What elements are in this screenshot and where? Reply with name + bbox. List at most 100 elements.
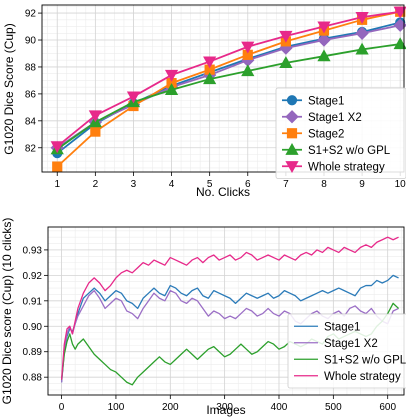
x-tick-label: 5	[207, 179, 213, 190]
legend-label: Whole strategy	[324, 371, 401, 383]
x-tick-label: 6	[245, 179, 251, 190]
data-point-s1-s2-w-o-gpl	[355, 42, 369, 55]
legend-label: Whole strategy	[308, 161, 385, 173]
legend-label: S1+S2 w/o GPL	[324, 354, 406, 366]
x-tick-label: 7	[283, 179, 289, 190]
legend-marker	[285, 161, 299, 174]
legend-label: S1+S2 w/o GPL	[308, 145, 391, 157]
series-line-stage2	[56, 10, 401, 168]
legend-marker	[286, 128, 298, 139]
legend-label: Stage1	[308, 95, 344, 107]
x-tick-label: 8	[321, 179, 327, 190]
data-point-whole-strategy	[317, 21, 331, 34]
legend-entry-stage1: Stage1	[294, 321, 360, 333]
data-point-whole-strategy	[241, 41, 255, 54]
series-line-stage1-x2	[56, 24, 401, 149]
data-point-s1-s2-w-o-gpl	[279, 56, 293, 69]
legend-bottom: Stage1 Stage1 X2 S1+S2 w/o GPL Whole strate…	[287, 313, 406, 389]
y-tick-label: 88	[25, 62, 37, 73]
plot-frame-bottom	[47, 226, 405, 396]
x-tick-label: 2	[93, 179, 99, 190]
legend-entry-s1-s2-w-o-gpl: S1+S2 w/o GPL	[282, 142, 391, 157]
series-whole-strategy	[50, 6, 406, 154]
data-point-whole-strategy	[355, 12, 369, 24]
data-point-s1-s2-w-o-gpl	[203, 72, 217, 85]
x-tick-label: 3	[131, 179, 137, 190]
x-tick-label: 100	[108, 402, 125, 413]
x-tick-label: 9	[359, 179, 365, 190]
legend-label: Stage1	[324, 321, 360, 333]
y-tick-label: 0.90	[23, 322, 43, 333]
data-point-whole-strategy	[126, 91, 141, 104]
series-line-stage1-x2	[60, 289, 399, 383]
data-point-whole-strategy	[393, 6, 406, 19]
x-tick-label: 10	[395, 179, 406, 190]
ticks-bottom: 0 100 200 300 400 500 600 0.88 0.89 0.90 0.91 0.92 0…	[23, 245, 397, 413]
x-tick-label: 0	[59, 402, 65, 413]
x-tick-label: 400	[271, 402, 288, 413]
y-tick-label: 0.91	[23, 296, 43, 307]
legend-label: Stage2	[308, 128, 344, 140]
data-point-whole-strategy	[88, 110, 102, 123]
y-tick-label: 82	[25, 143, 37, 154]
ticks-top: 1 2 3 4 5 6 7 8 9 10 82 84 86 88 90 92	[25, 9, 406, 190]
x-tick-label: 500	[325, 402, 342, 413]
data-point-stage2	[52, 161, 63, 172]
y-tick-label: 0.89	[23, 347, 43, 358]
data-point-s1-s2-w-o-gpl	[393, 37, 406, 50]
series-bottom	[60, 236, 400, 386]
y-axis-label-bottom: G1020 Dice score (Cup) (10 clicks)	[0, 218, 14, 405]
legend-entry-whole-strategy: Whole strategy	[294, 371, 401, 383]
data-point-s1-s2-w-o-gpl	[317, 49, 331, 62]
y-tick-label: 84	[25, 116, 37, 127]
series-line-s1-s2-w-o-gpl	[56, 43, 401, 150]
data-point-s1-s2-w-o-gpl	[164, 83, 179, 95]
x-axis-label-bottom: Images	[206, 403, 245, 417]
y-tick-label: 0.92	[23, 271, 43, 282]
chart-bottom: 0 100 200 300 400 500 600 0.88 0.89 0.90 0.91 0.92 0…	[0, 218, 406, 417]
legend-entry-s1-s2-w-o-gpl: S1+S2 w/o GPL	[294, 354, 406, 366]
legend-entry-stage1: Stage1	[282, 95, 344, 107]
legend-label: Stage1 X2	[324, 338, 378, 350]
legend-marker	[285, 142, 299, 155]
x-tick-label: 300	[216, 402, 233, 413]
data-point-whole-strategy	[50, 141, 64, 154]
x-axis-label-top: No. Clicks	[196, 185, 250, 199]
x-tick-label: 1	[54, 179, 60, 190]
y-axis-label-top: G1020 Dice Score (Cup)	[2, 23, 16, 154]
legend-entry-stage1-x2: Stage1 X2	[282, 110, 362, 124]
y-tick-label: 90	[25, 36, 37, 47]
y-tick-label: 0.88	[23, 373, 43, 384]
data-point-whole-strategy	[203, 56, 217, 69]
y-tick-label: 86	[25, 89, 37, 100]
series-line-whole-strategy	[60, 236, 399, 380]
legend-box	[275, 87, 406, 179]
data-point-stage1-x2	[355, 26, 369, 40]
x-tick-label: 200	[162, 402, 179, 413]
y-tick-label: 92	[25, 9, 37, 20]
legend-entry-stage1-x2: Stage1 X2	[294, 338, 378, 350]
legend-top: Stage1 Stage1 X2 Stage2 S1+S2 w/o GPL Whole …	[275, 87, 406, 179]
series-line-stage1	[60, 274, 399, 383]
x-tick-label: 600	[379, 402, 396, 413]
data-point-whole-strategy	[164, 69, 179, 82]
series-top	[50, 6, 406, 172]
x-tick-label: 4	[169, 179, 175, 190]
data-point-whole-strategy	[279, 30, 293, 43]
data-point-stage1-x2	[317, 33, 331, 47]
data-point-stage2	[90, 126, 101, 137]
legend-marker	[286, 95, 298, 106]
series-stage1	[60, 274, 399, 383]
data-point-s1-s2-w-o-gpl	[241, 64, 255, 77]
legend-label: Stage1 X2	[308, 112, 362, 124]
series-line-whole-strategy	[56, 10, 401, 148]
legend-entry-whole-strategy: Whole strategy	[282, 161, 385, 173]
series-stage1-x2	[60, 289, 399, 383]
series-whole-strategy	[60, 236, 399, 380]
legend-marker	[285, 110, 299, 124]
legend-box	[287, 313, 406, 389]
y-tick-label: 0.93	[23, 245, 43, 256]
legend-entry-stage2: Stage2	[282, 128, 344, 140]
